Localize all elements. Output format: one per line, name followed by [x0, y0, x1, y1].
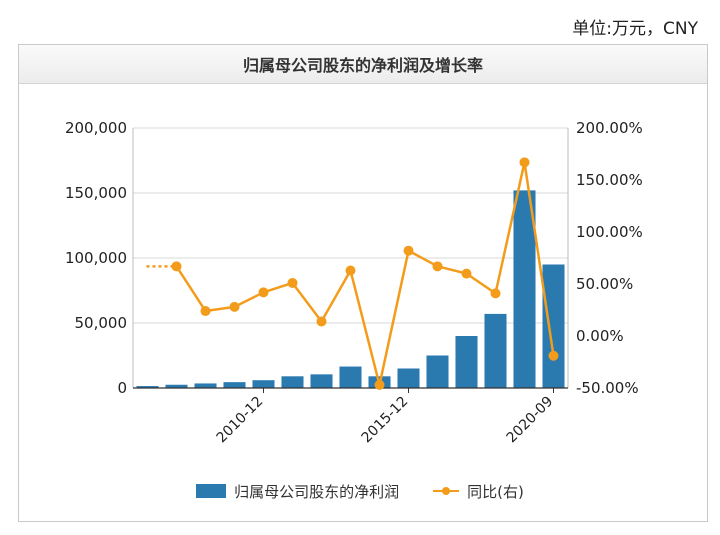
chart-title: 归属母公司股东的净利润及增长率 — [19, 45, 707, 84]
line-point — [287, 277, 298, 288]
bar — [165, 384, 188, 388]
line-point — [374, 379, 385, 390]
line-point — [200, 306, 211, 317]
line-point — [316, 316, 327, 327]
y-right-tick-label: -50.00% — [576, 379, 639, 397]
line-point — [519, 157, 530, 168]
y-right-tick-label: 200.00% — [576, 119, 643, 137]
legend: 归属母公司股东的净利润 同比(右) — [0, 481, 720, 501]
unit-label: 单位:万元，CNY — [572, 19, 698, 39]
bar — [426, 355, 449, 388]
legend-label-yoy: 同比(右) — [467, 482, 524, 501]
bar — [455, 336, 478, 388]
bar — [281, 376, 304, 388]
legend-bar-swatch — [196, 484, 227, 498]
bar — [339, 366, 362, 388]
line-point — [490, 288, 501, 299]
line-series — [175, 161, 555, 387]
y-left-tick-label: 200,000 — [65, 119, 127, 137]
bar — [223, 382, 246, 388]
y-right-tick-label: 0.00% — [576, 327, 624, 345]
line-point — [171, 261, 182, 272]
line-point — [548, 350, 559, 361]
bar — [513, 190, 536, 388]
legend-item-yoy[interactable]: 同比(右) — [433, 481, 524, 502]
line-point — [461, 268, 472, 279]
x-tick-label: 2020-09 — [504, 394, 557, 447]
y-left-tick-label: 150,000 — [65, 184, 127, 202]
y-left-tick-label: 50,000 — [75, 314, 128, 332]
bar — [397, 368, 420, 388]
bar — [542, 264, 565, 388]
bar — [310, 374, 333, 388]
line-point — [432, 261, 443, 272]
bar — [252, 380, 275, 388]
line-point — [403, 245, 414, 256]
bar — [484, 313, 507, 388]
bar — [136, 386, 159, 388]
legend-label-profit: 归属母公司股东的净利润 — [234, 482, 400, 501]
x-tick-label: 2010-12 — [214, 394, 267, 447]
y-right-tick-label: 150.00% — [576, 171, 643, 189]
y-left-tick-label: 100,000 — [65, 249, 127, 267]
y-right-tick-label: 100.00% — [576, 223, 643, 241]
x-tick-label: 2015-12 — [359, 394, 412, 447]
bar — [194, 383, 217, 388]
legend-line-swatch — [433, 484, 460, 498]
y-right-tick-label: 50.00% — [576, 275, 633, 293]
y-left-tick-label: 0 — [117, 379, 127, 397]
legend-item-profit[interactable]: 归属母公司股东的净利润 — [196, 481, 399, 502]
line-point — [258, 287, 269, 298]
line-point — [229, 301, 240, 312]
line-point — [345, 265, 356, 276]
